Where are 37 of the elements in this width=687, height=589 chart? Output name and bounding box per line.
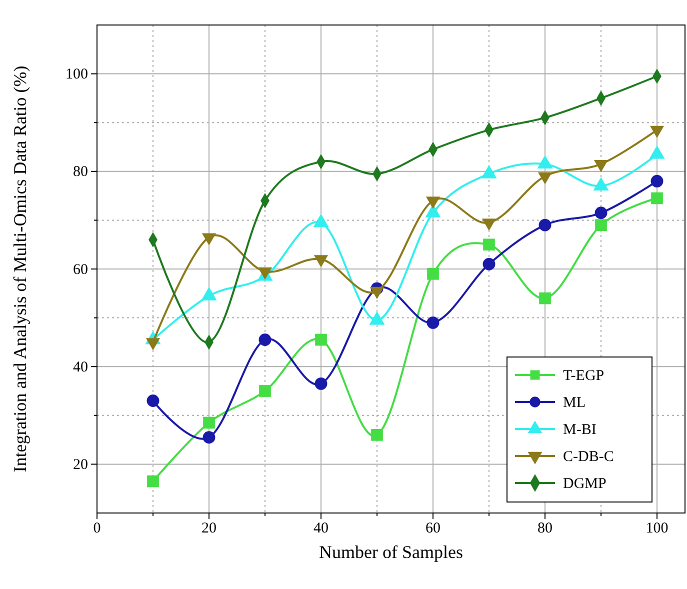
point: [595, 219, 607, 231]
legend-label: T-EGP: [563, 368, 604, 384]
point: [483, 238, 495, 251]
y-tick-label: 40: [73, 359, 88, 376]
x-tick-label: 20: [202, 520, 216, 537]
point: [371, 429, 383, 441]
y-tick-label: 80: [73, 164, 88, 180]
point: [203, 416, 215, 429]
point: [538, 218, 552, 232]
point: [651, 192, 663, 204]
x-tick-label: 100: [646, 520, 668, 537]
point: [426, 316, 440, 329]
point: [594, 206, 608, 220]
point: [258, 334, 272, 346]
point: [315, 334, 327, 346]
legend-label: DGMP: [563, 476, 606, 492]
point: [314, 377, 328, 390]
x-tick-label: 60: [426, 520, 440, 537]
point: [146, 394, 160, 407]
y-tick-label: 60: [73, 262, 88, 278]
x-tick-label: 0: [93, 520, 101, 537]
point: [650, 174, 664, 188]
legend-label: ML: [563, 395, 586, 411]
x-tick-label: 40: [314, 520, 328, 537]
y-tick-label: 100: [66, 66, 88, 83]
legend-label: M-BI: [563, 422, 596, 438]
point: [147, 475, 159, 488]
y-tick-label: 20: [73, 457, 88, 473]
point: [482, 258, 496, 270]
point: [259, 385, 271, 397]
point: [427, 268, 439, 280]
x-axis-title: Number of Samples: [319, 542, 463, 562]
x-tick-label: 80: [538, 520, 552, 537]
point: [539, 292, 551, 304]
y-axis-title: Integration and Analysis of Multi-Omics Data Ratio (%): [10, 66, 30, 472]
point: [202, 431, 216, 444]
legend-label: C-DB-C: [563, 449, 614, 465]
